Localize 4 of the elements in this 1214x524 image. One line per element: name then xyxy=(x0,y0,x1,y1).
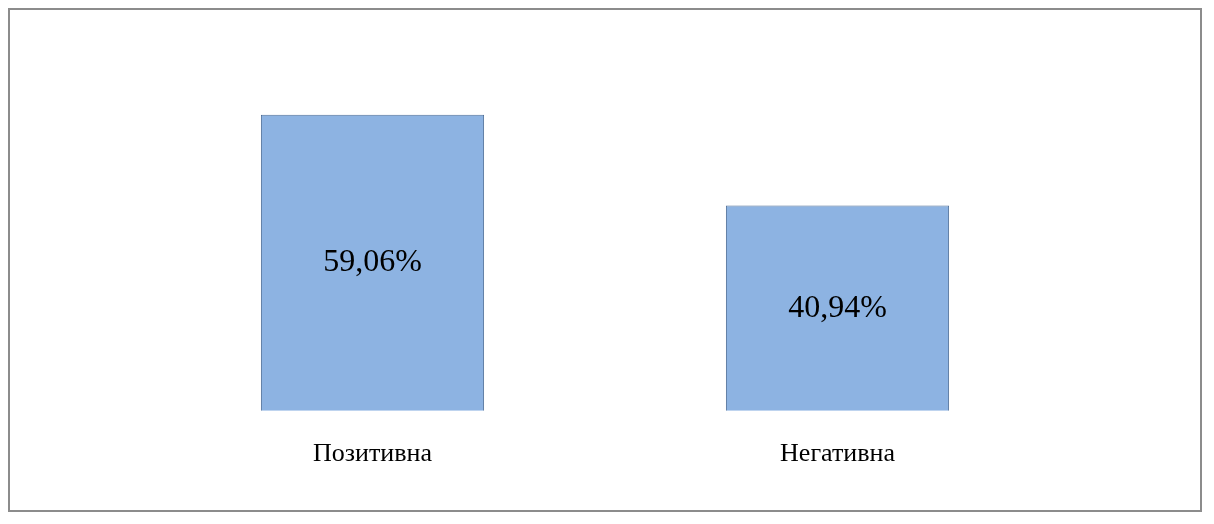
data-label: 59,06% xyxy=(323,242,422,279)
x-tick-label: Позитивна xyxy=(313,438,433,468)
x-tick-label: Негативна xyxy=(780,438,896,468)
data-label: 40,94% xyxy=(788,287,887,324)
